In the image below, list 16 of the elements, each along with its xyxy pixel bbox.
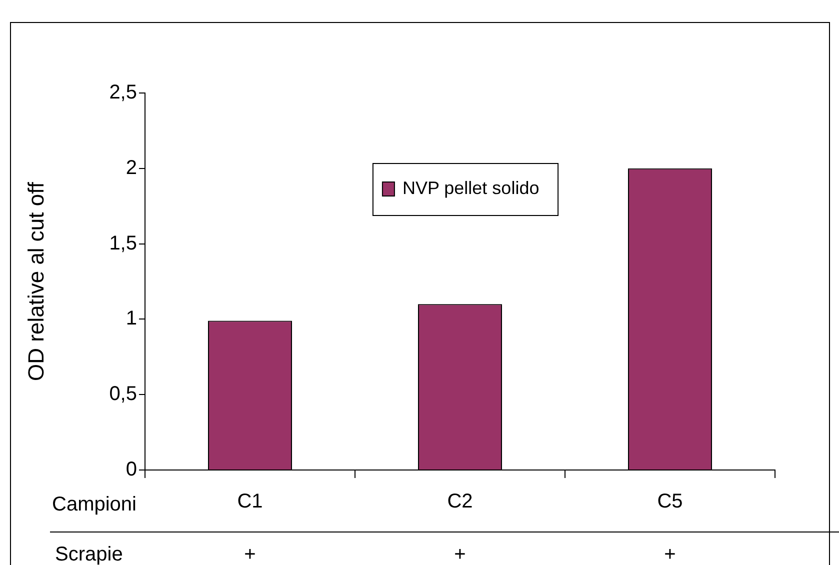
y-tick-label: 1 [126,308,137,330]
y-axis-title: OD relative al cut off [23,181,48,381]
text: Scrapie [55,544,123,565]
x-tick-label: C1 [237,490,263,513]
y-tick-label: 2 [126,156,137,179]
x-tick-label: C5 [657,490,683,513]
x-axis-title: Campioni [52,494,136,516]
y-tick-label: 1,5 [109,232,137,254]
text: + [454,544,466,565]
legend-label: NVP pellet solido [402,178,540,198]
x-tick-label: C2 [447,490,473,513]
text: + [664,544,676,565]
text: + [244,544,256,565]
y-tick-label: 0 [126,458,137,481]
y-tick-label: 0,5 [109,383,137,406]
y-tick-label: 2,5 [109,82,137,104]
